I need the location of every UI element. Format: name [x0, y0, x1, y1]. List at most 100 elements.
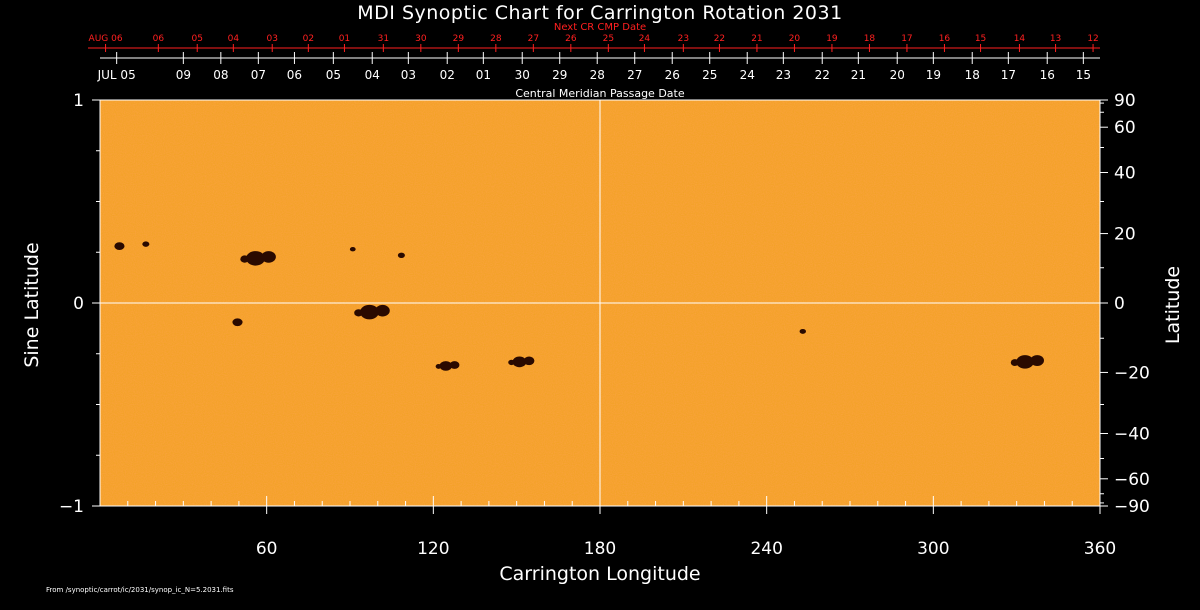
cmp-date-label: 08 [213, 68, 228, 82]
next-cr-date-label: 20 [789, 34, 801, 44]
cmp-date-label: 22 [815, 68, 830, 82]
next-cr-date-label: 21 [751, 34, 762, 44]
y-right-tick-label: 40 [1114, 164, 1136, 184]
y-right-tick-label: 0 [1114, 294, 1125, 314]
cmp-date-label: 18 [965, 68, 980, 82]
sunspot [523, 356, 535, 366]
sunspot [261, 251, 276, 263]
next-cr-date-label: 13 [1050, 34, 1061, 44]
cmp-date-label: 15 [1076, 68, 1091, 82]
y-left-tick-label: 1 [73, 91, 84, 111]
chart-title: MDI Synoptic Chart for Carrington Rotati… [357, 2, 843, 24]
y-left-tick-label: −1 [59, 497, 84, 517]
next-cr-date-label: 30 [415, 34, 427, 44]
sunspot [1016, 355, 1034, 369]
sunspot [508, 359, 515, 366]
cmp-axis-label: Central Meridian Passage Date [515, 87, 685, 100]
x-tick-label: 300 [917, 539, 949, 559]
cmp-date-label: 04 [365, 68, 380, 82]
cmp-date-label: 27 [627, 68, 642, 82]
next-cr-date-label: AUG 06 [89, 34, 123, 44]
cmp-date-label: 21 [851, 68, 866, 82]
axes-layer: 60 120 180 240 300 360 1 0 −1 90 60 40 20 0 −20 −40 −60 −… [59, 34, 1150, 559]
next-cr-date-label: 29 [453, 34, 465, 44]
next-cr-date-label: 15 [975, 34, 986, 44]
y-right-tick-label: 90 [1114, 91, 1136, 111]
source-file-footer: From /synoptic/carrot/ic/2031/synop_ic_N… [46, 586, 234, 594]
sunspot [349, 246, 356, 252]
next-cr-date-label: 14 [1014, 34, 1026, 44]
sunspot [360, 304, 379, 320]
y-right-tick-label: −20 [1114, 363, 1150, 383]
next-cr-date-label: 16 [939, 34, 951, 44]
y-right-tick-label: 20 [1114, 225, 1136, 245]
sunspot [799, 328, 806, 334]
y-right-tick-label: −90 [1114, 497, 1150, 517]
next-cr-date-label: 04 [228, 34, 240, 44]
sunspots-layer [114, 241, 1044, 371]
next-cr-date-label: 24 [639, 34, 651, 44]
cmp-date-label: 30 [515, 68, 530, 82]
next-cr-date-label: 19 [826, 34, 838, 44]
sunspot [439, 361, 453, 371]
cmp-date-label: 05 [326, 68, 341, 82]
sunspot [1010, 359, 1019, 366]
cmp-date-label: 09 [176, 68, 191, 82]
sunspot [246, 251, 265, 266]
cmp-date-label: 16 [1040, 68, 1055, 82]
cmp-date-label: 28 [590, 68, 605, 82]
x-tick-label: 120 [417, 539, 449, 559]
next-cr-date-label: 17 [901, 34, 912, 44]
next-cr-date-label: 28 [490, 34, 502, 44]
cmp-date-label: 07 [251, 68, 266, 82]
y-right-tick-label: −60 [1114, 470, 1150, 490]
sunspot [435, 363, 442, 369]
sunspot [397, 252, 405, 258]
sunspot [114, 242, 125, 251]
sunspot [1030, 355, 1044, 366]
next-cr-date-label: 27 [528, 34, 539, 44]
x-tick-label: 240 [750, 539, 782, 559]
next-cr-date-label: 22 [714, 34, 725, 44]
next-cr-date-label: 23 [678, 34, 689, 44]
y-right-tick-label: −40 [1114, 424, 1150, 444]
x-tick-label: 360 [1084, 539, 1116, 559]
next-cr-date-label: 02 [303, 34, 314, 44]
x-axis-label: Carrington Longitude [499, 563, 701, 585]
cmp-date-label: 23 [776, 68, 791, 82]
next-cr-date-label: 18 [864, 34, 876, 44]
next-cr-cmp-label: Next CR CMP Date [553, 22, 647, 33]
next-cr-date-label: 25 [603, 34, 614, 44]
sunspot [240, 255, 250, 263]
cmp-date-label: 24 [740, 68, 755, 82]
cmp-date-label: 19 [926, 68, 941, 82]
next-cr-date-label: 01 [339, 34, 350, 44]
sunspot [232, 318, 243, 327]
next-cr-date-label: 12 [1087, 34, 1098, 44]
x-tick-label: 60 [256, 539, 278, 559]
next-cr-date-label: 06 [153, 34, 165, 44]
sunspot [512, 356, 527, 368]
cmp-date-label: 29 [552, 68, 567, 82]
sunspot [354, 309, 363, 317]
y-axis-label-left: Sine Latitude [21, 242, 43, 368]
cmp-date-label: 03 [401, 68, 416, 82]
x-tick-label: 180 [584, 539, 616, 559]
cmp-date-label: 17 [1001, 68, 1016, 82]
cmp-date-label: 20 [890, 68, 905, 82]
sunspot [449, 361, 460, 369]
cmp-date-label: 25 [702, 68, 717, 82]
cmp-date-label: JUL 05 [97, 68, 136, 82]
next-cr-date-label: 26 [565, 34, 577, 44]
cmp-date-label: 26 [665, 68, 680, 82]
next-cr-date-label: 31 [378, 34, 389, 44]
cmp-date-label: 01 [476, 68, 491, 82]
sunspot [142, 241, 150, 247]
cmp-date-label: 06 [287, 68, 302, 82]
sunspot [375, 304, 390, 317]
y-left-tick-label: 0 [73, 294, 84, 314]
y-axis-label-right: Latitude [1162, 265, 1184, 345]
y-right-tick-label: 60 [1114, 118, 1136, 138]
next-cr-date-label: 03 [266, 34, 277, 44]
